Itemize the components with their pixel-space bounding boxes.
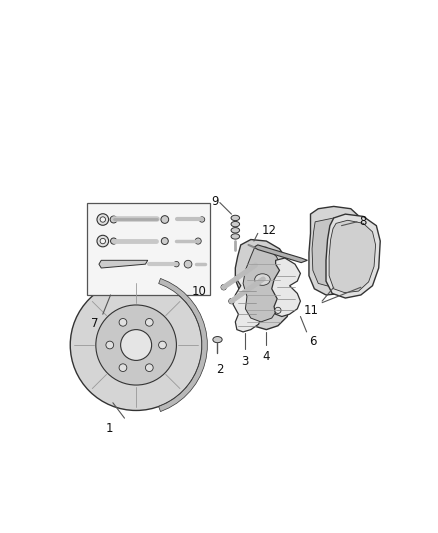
Ellipse shape xyxy=(145,364,153,372)
Ellipse shape xyxy=(174,262,179,267)
Text: 12: 12 xyxy=(261,224,277,237)
Ellipse shape xyxy=(161,238,168,245)
Polygon shape xyxy=(272,258,300,317)
Text: 9: 9 xyxy=(211,195,218,207)
Ellipse shape xyxy=(231,215,240,221)
Ellipse shape xyxy=(231,234,240,239)
Polygon shape xyxy=(312,218,359,287)
Ellipse shape xyxy=(97,235,109,247)
Ellipse shape xyxy=(110,216,117,223)
Ellipse shape xyxy=(97,214,109,225)
Polygon shape xyxy=(359,230,372,251)
Text: 3: 3 xyxy=(241,355,248,368)
Ellipse shape xyxy=(231,228,240,233)
Ellipse shape xyxy=(106,341,113,349)
Text: 10: 10 xyxy=(192,285,207,297)
Ellipse shape xyxy=(199,217,205,222)
Polygon shape xyxy=(233,273,261,332)
Ellipse shape xyxy=(213,336,222,343)
Ellipse shape xyxy=(231,221,240,227)
Ellipse shape xyxy=(70,280,202,410)
Ellipse shape xyxy=(159,341,166,349)
Polygon shape xyxy=(159,278,207,411)
Ellipse shape xyxy=(184,260,192,268)
Text: 2: 2 xyxy=(216,363,223,376)
Polygon shape xyxy=(235,239,290,329)
Ellipse shape xyxy=(229,298,234,304)
Polygon shape xyxy=(254,245,307,263)
Ellipse shape xyxy=(119,364,127,372)
Text: 1: 1 xyxy=(105,422,113,435)
Polygon shape xyxy=(328,214,342,235)
Polygon shape xyxy=(329,220,376,293)
Polygon shape xyxy=(326,214,380,298)
Ellipse shape xyxy=(255,274,270,285)
Polygon shape xyxy=(87,203,210,295)
Text: 4: 4 xyxy=(262,350,270,364)
Ellipse shape xyxy=(221,285,226,290)
Ellipse shape xyxy=(275,308,281,313)
Text: 7: 7 xyxy=(91,317,99,329)
Text: 11: 11 xyxy=(303,304,318,317)
Polygon shape xyxy=(243,247,282,322)
Polygon shape xyxy=(99,260,148,268)
Ellipse shape xyxy=(100,217,106,222)
Ellipse shape xyxy=(100,238,106,244)
Ellipse shape xyxy=(145,319,153,326)
Ellipse shape xyxy=(120,329,152,360)
Polygon shape xyxy=(309,206,365,295)
Ellipse shape xyxy=(96,305,177,385)
Ellipse shape xyxy=(195,238,201,244)
Text: 6: 6 xyxy=(309,335,316,348)
Ellipse shape xyxy=(119,319,127,326)
Ellipse shape xyxy=(161,216,169,223)
Text: 8: 8 xyxy=(359,215,367,228)
Ellipse shape xyxy=(110,238,117,244)
